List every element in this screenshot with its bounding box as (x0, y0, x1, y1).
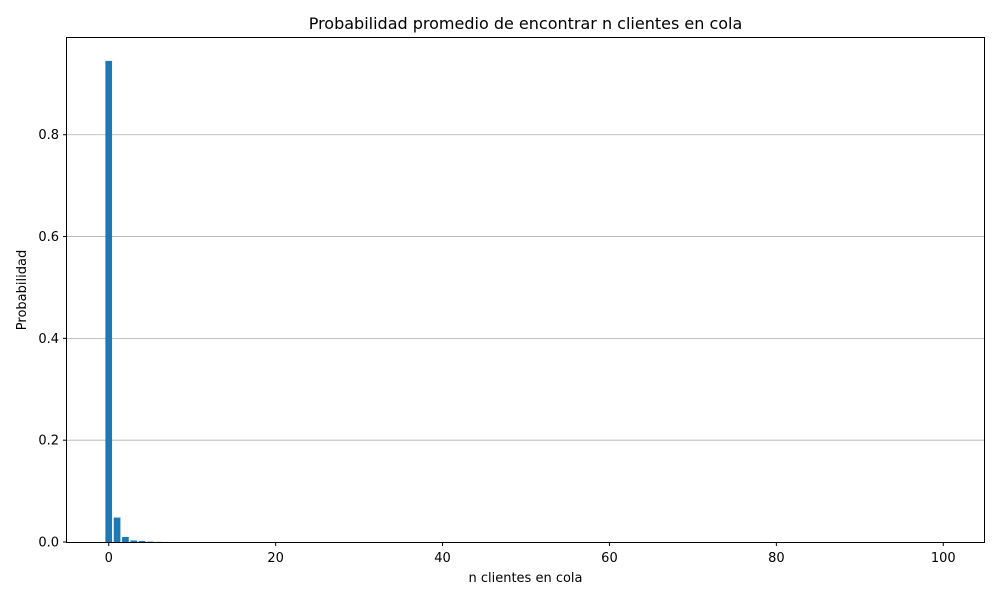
y-tick-label: 0.6 (38, 230, 59, 245)
chart-title: Probabilidad promedio de encontrar n cli… (309, 14, 743, 33)
bar (130, 540, 138, 542)
bar (113, 517, 121, 542)
y-tick-label: 0.2 (38, 434, 59, 449)
x-tick-label: 40 (434, 551, 451, 566)
x-tick-label: 80 (768, 551, 785, 566)
x-tick-label: 20 (267, 551, 284, 566)
y-tick-label: 0.4 (38, 332, 59, 347)
bar (122, 536, 129, 542)
grid-lines (67, 134, 985, 441)
bar (105, 60, 113, 543)
x-tick-label: 60 (601, 551, 618, 566)
plot-frame (66, 37, 985, 543)
x-ticks: 0 20 40 60 80 100 (105, 542, 956, 566)
x-axis-title: n clientes en cola (468, 571, 582, 586)
y-ticks: 0.0 0.2 0.4 0.6 0.8 (38, 128, 67, 551)
y-tick-label: 0.0 (38, 536, 59, 551)
bars (105, 60, 179, 543)
x-tick-label: 100 (931, 551, 956, 566)
y-tick-label: 0.8 (38, 128, 59, 143)
y-axis-title: Probabilidad (15, 250, 30, 330)
bar (138, 540, 146, 542)
x-tick-label: 0 (105, 551, 113, 566)
